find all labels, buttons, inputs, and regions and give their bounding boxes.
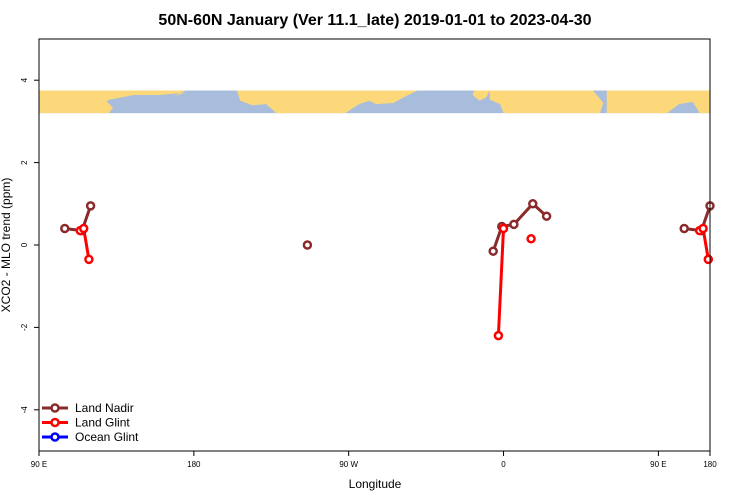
y-tick-label: 2: [20, 160, 29, 165]
y-tick-label: -4: [20, 406, 29, 414]
series-line: [496, 228, 505, 336]
y-tick-label: 4: [20, 77, 29, 82]
data-point: [493, 330, 504, 341]
legend-marker: [50, 432, 60, 442]
data-point: [78, 223, 89, 234]
map-land: [472, 90, 490, 101]
legend-marker: [50, 417, 60, 428]
map-land: [39, 90, 113, 114]
map-land: [236, 90, 418, 114]
x-axis-label: Longitude: [349, 477, 402, 491]
x-tick-label: 90 E: [31, 460, 47, 469]
x-tick-label: 180: [187, 460, 201, 469]
data-point: [703, 254, 714, 265]
data-point: [84, 254, 94, 265]
data-point: [488, 246, 498, 256]
x-tick-label: 90 E: [650, 460, 666, 469]
axes: 90 E 180 90 W 0 90 E 180 -4 -2 0 2 4: [20, 38, 717, 469]
data-point: [85, 201, 96, 211]
legend-label: Land Nadir: [75, 401, 134, 415]
x-tick-label: 90 W: [339, 460, 358, 469]
data-point: [60, 223, 70, 234]
data-point: [302, 240, 313, 250]
legend-label: Land Glint: [75, 416, 130, 430]
data-point: [526, 234, 536, 244]
series-layer: [60, 199, 715, 341]
x-tick-label: 180: [703, 460, 717, 469]
legend-label: Ocean Glint: [75, 430, 139, 444]
data-point: [509, 219, 519, 230]
chart-title: 50N-60N January (Ver 11.1_late) 2019-01-…: [158, 12, 591, 29]
y-axis-label: XCO2 - MLO trend (ppm): [0, 178, 13, 313]
data-point: [498, 223, 509, 234]
data-point: [541, 211, 552, 221]
legend-marker: [50, 403, 60, 413]
data-point: [698, 223, 708, 234]
map-land: [489, 90, 604, 114]
data-point: [528, 199, 538, 209]
map-land: [97, 90, 186, 101]
data-point: [679, 223, 689, 234]
x-tick-label: 0: [501, 460, 506, 469]
map-strip: [39, 90, 710, 114]
map-land: [606, 90, 710, 114]
y-tick-label: 0: [20, 242, 29, 247]
y-tick-label: -2: [20, 323, 29, 331]
